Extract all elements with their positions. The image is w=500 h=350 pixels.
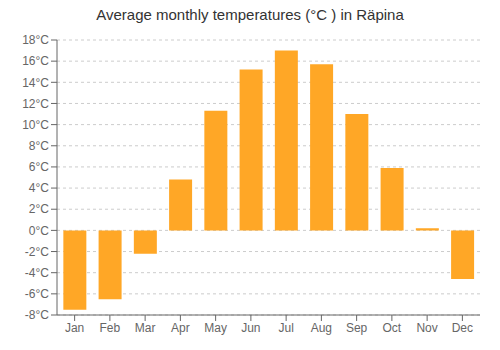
html-text:Average monthly temperatures (: Average monthly temperatures (°C ) in Rä… xyxy=(96,6,404,23)
svg-text:-4°C: -4°C xyxy=(25,266,49,280)
svg-text:Sep: Sep xyxy=(346,321,368,335)
svg-text:4°C: 4°C xyxy=(29,181,49,195)
svg-text:2°C: 2°C xyxy=(29,202,49,216)
svg-text:Mar: Mar xyxy=(135,321,156,335)
svg-text:16°C: 16°C xyxy=(22,54,49,68)
svg-text:Dec: Dec xyxy=(452,321,473,335)
svg-text:0°C: 0°C xyxy=(29,224,49,238)
svg-text:Jul: Jul xyxy=(278,321,293,335)
svg-text:Jan: Jan xyxy=(65,321,84,335)
svg-text:10°C: 10°C xyxy=(22,118,49,132)
svg-text:Feb: Feb xyxy=(100,321,121,335)
svg-text:Aug: Aug xyxy=(311,321,332,335)
svg-text:8°C: 8°C xyxy=(29,139,49,153)
svg-text:May: May xyxy=(204,321,227,335)
svg-text:6°C: 6°C xyxy=(29,160,49,174)
svg-text:Apr: Apr xyxy=(171,321,190,335)
svg-text:Jun: Jun xyxy=(241,321,260,335)
svg-text:12°C: 12°C xyxy=(22,97,49,111)
svg-text:18°C: 18°C xyxy=(22,33,49,47)
svg-text:Oct: Oct xyxy=(383,321,402,335)
svg-text:-8°C: -8°C xyxy=(25,308,49,322)
svg-text:14°C: 14°C xyxy=(22,76,49,90)
svg-text:-2°C: -2°C xyxy=(25,245,49,259)
svg-text:Nov: Nov xyxy=(416,321,437,335)
svg-text:-6°C: -6°C xyxy=(25,287,49,301)
